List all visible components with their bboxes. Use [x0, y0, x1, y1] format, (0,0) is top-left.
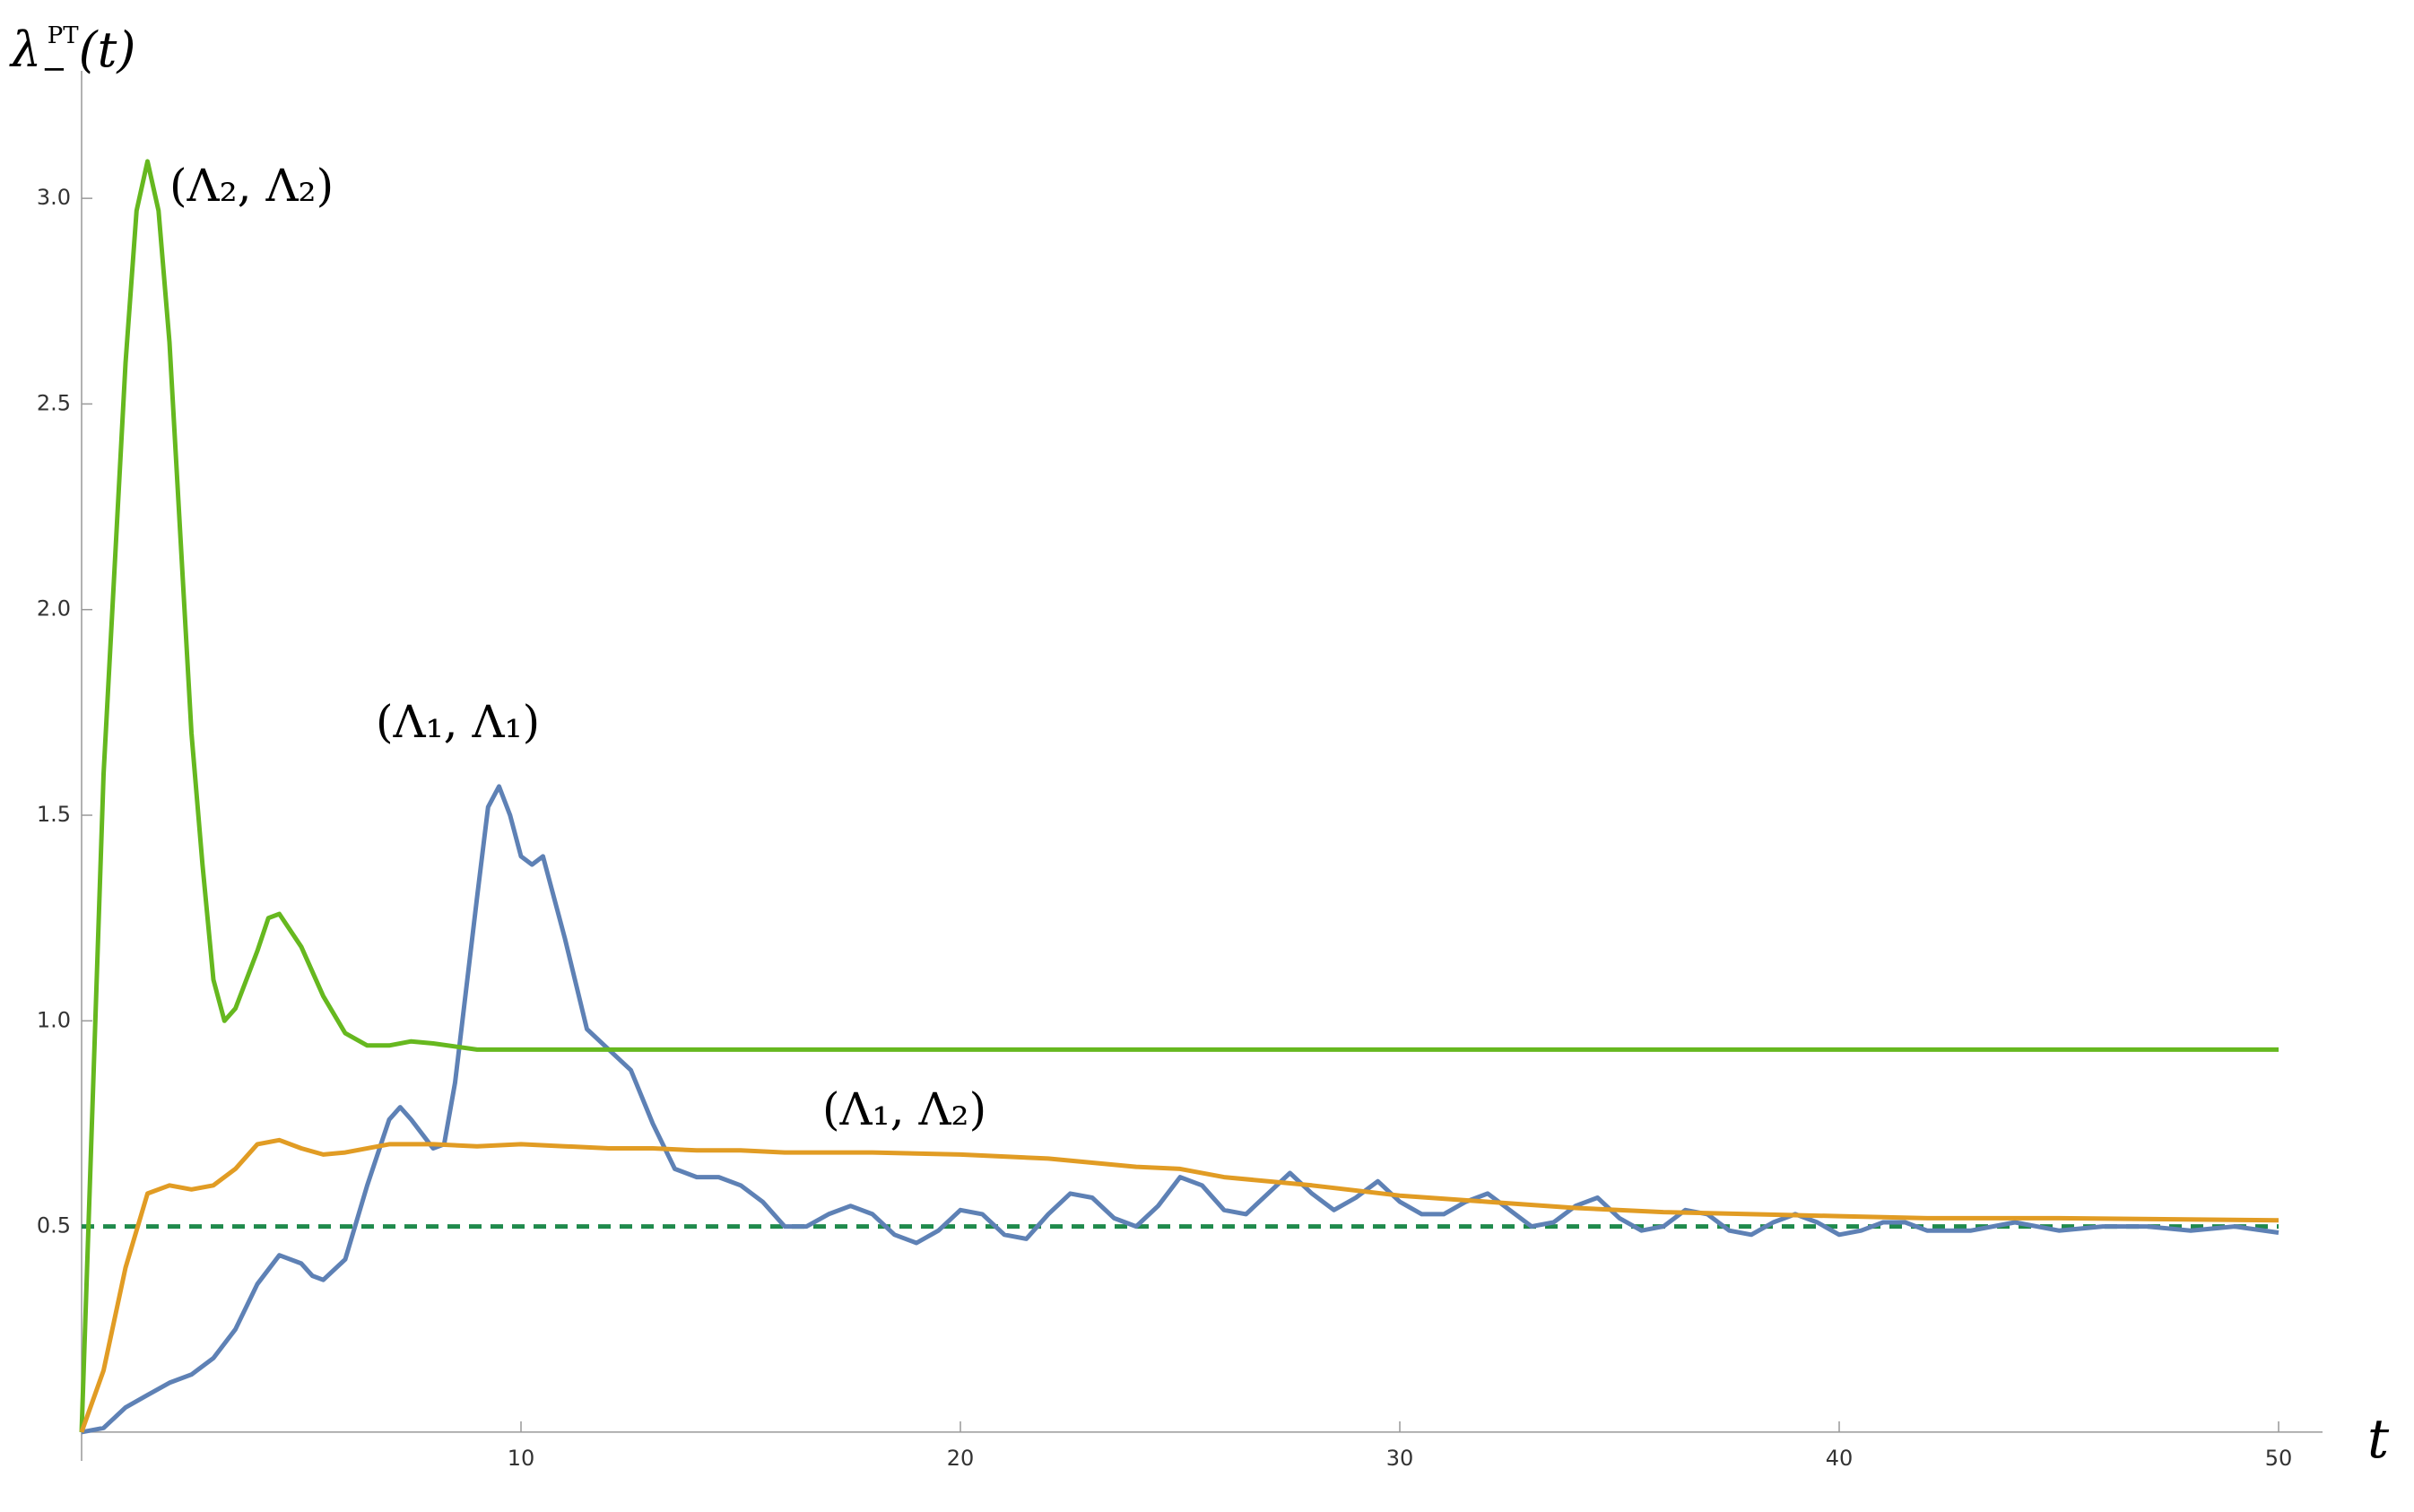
- y-tick-label: 2.5: [37, 390, 71, 415]
- y-axis-label: λ−PT(t): [9, 22, 135, 87]
- x-tick-label: 20: [947, 1446, 975, 1471]
- y-tick-label: 1.5: [37, 802, 71, 827]
- y-label-base: λ: [9, 22, 41, 78]
- x-tick-label: 40: [1826, 1446, 1854, 1471]
- x-tick-label: 10: [508, 1446, 535, 1471]
- series-line: [79, 1137, 2279, 1433]
- series-label: (Λ₂, Λ₂): [169, 160, 334, 212]
- y-label-sup: PT: [48, 22, 79, 49]
- x-axis-label: t: [2367, 1408, 2390, 1471]
- plot-area: 10 20 30 40 50 0.5 1.0 1.5 2.0 2.5 3.0: [37, 71, 2323, 1471]
- y-tick-label: 2.0: [37, 596, 71, 621]
- y-tick-label: 0.5: [37, 1213, 71, 1238]
- y-label-arg: (t): [79, 22, 136, 78]
- series-line: [81, 784, 2279, 1435]
- y-label-sub: −: [41, 51, 67, 87]
- y-tick-label: 3.0: [37, 185, 71, 210]
- series-line: [79, 159, 2279, 1432]
- y-tick-label: 1.0: [37, 1007, 71, 1032]
- x-tick-label: 50: [2265, 1446, 2293, 1471]
- series-label: (Λ₁, Λ₁): [376, 696, 540, 748]
- series-label: (Λ₁, Λ₂): [822, 1083, 986, 1135]
- x-tick-label: 30: [1386, 1446, 1414, 1471]
